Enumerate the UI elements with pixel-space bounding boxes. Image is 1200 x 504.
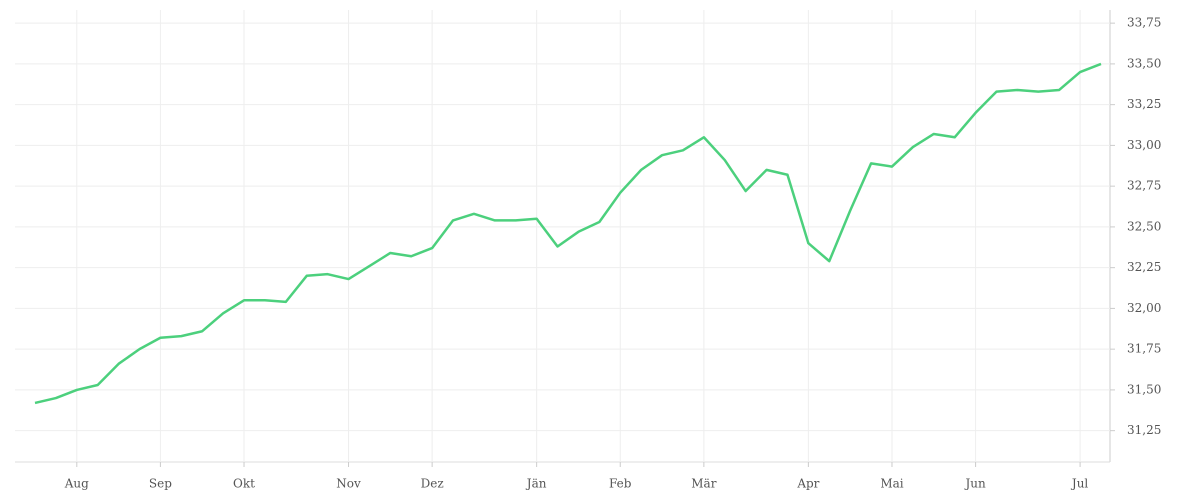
- x-tick-label: Jän: [525, 477, 547, 491]
- y-tick-label: 31,50: [1127, 382, 1161, 396]
- x-tick-label: Aug: [64, 477, 89, 491]
- y-tick-label: 32,75: [1127, 179, 1161, 193]
- y-tick-label: 33,75: [1127, 16, 1161, 30]
- y-tick-label: 33,25: [1127, 97, 1161, 111]
- y-tick-label: 33,00: [1127, 138, 1161, 152]
- x-tick-label: Feb: [609, 477, 632, 491]
- x-tick-label: Mai: [880, 477, 903, 491]
- x-tick-label: Jul: [1070, 477, 1089, 491]
- x-tick-label: Jun: [963, 477, 986, 491]
- x-tick-label: Mär: [691, 477, 716, 491]
- y-tick-label: 33,50: [1127, 56, 1161, 70]
- x-tick-label: Dez: [421, 477, 444, 491]
- line: [34, 62, 1102, 405]
- x-tick-label: Apr: [796, 477, 819, 491]
- y-tick-label: 32,25: [1127, 260, 1161, 274]
- x-tick-label: Sep: [149, 477, 172, 491]
- y-tick-label: 31,75: [1127, 342, 1161, 356]
- x-tick-label: Okt: [233, 477, 255, 491]
- y-tick-label: 32,00: [1127, 301, 1161, 315]
- y-tick-label: 31,25: [1127, 423, 1161, 437]
- y-tick-label: 32,50: [1127, 219, 1161, 233]
- x-tick-label: Nov: [336, 477, 361, 491]
